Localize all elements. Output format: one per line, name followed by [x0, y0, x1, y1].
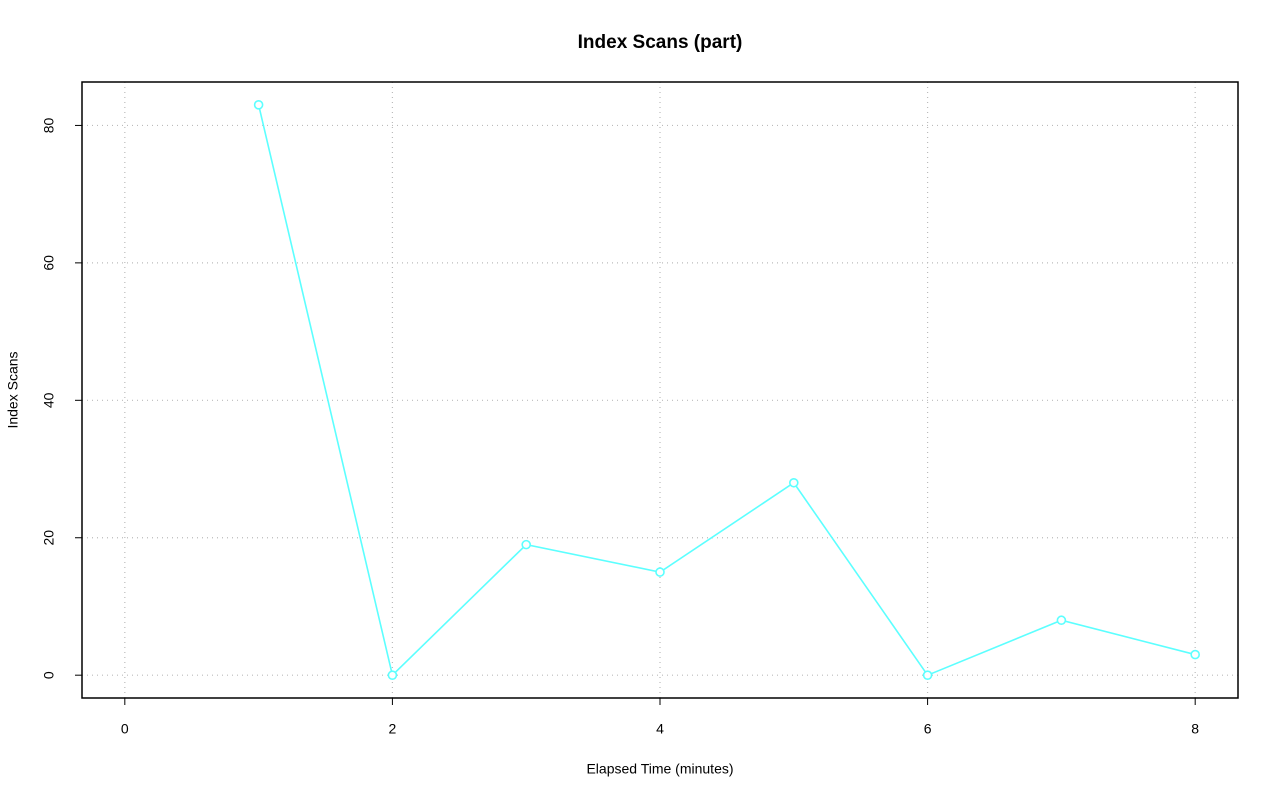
data-point: [1190, 649, 1200, 660]
data-line: [257, 104, 1196, 677]
data-point: [655, 567, 665, 577]
y-tick-label: 60: [41, 255, 57, 271]
x-tick-label: 4: [656, 721, 664, 737]
data-point: [521, 539, 532, 550]
y-tick-label: 80: [41, 117, 57, 133]
chart-title: Index Scans (part): [578, 32, 743, 53]
x-tick-label: 2: [389, 721, 397, 737]
x-tick-label: 6: [924, 721, 932, 737]
x-tick-label: 8: [1191, 721, 1199, 737]
x-axis-label: Elapsed Time (minutes): [586, 761, 733, 777]
data-point: [788, 477, 799, 488]
data-point: [253, 100, 264, 110]
x-tick-label: 0: [121, 721, 129, 737]
data-point: [387, 670, 398, 680]
y-tick-label: 40: [41, 392, 57, 408]
data-point: [922, 670, 933, 680]
plot-frame: [81, 81, 1239, 699]
y-tick-label: 0: [41, 671, 57, 679]
y-tick-label: 20: [41, 530, 57, 546]
y-axis-label: Index Scans: [5, 351, 21, 428]
data-point: [1056, 615, 1067, 626]
